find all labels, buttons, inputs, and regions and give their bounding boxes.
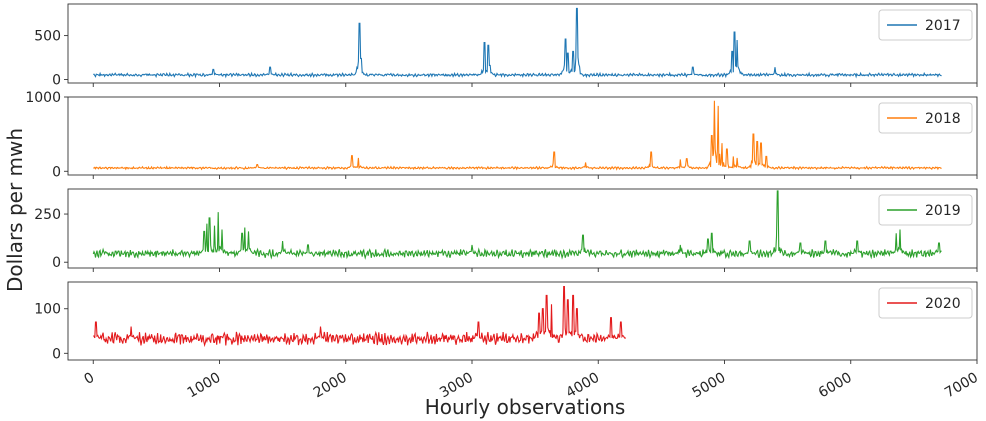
legend-label: 2018 — [925, 111, 961, 127]
series-line-2018 — [93, 100, 942, 171]
x-tick-label: 5000 — [690, 370, 729, 402]
series-line-2020 — [93, 285, 627, 348]
y-tick-label: 250 — [34, 207, 61, 223]
y-tick-label: 0 — [52, 72, 61, 88]
y-axis-label: Dollars per mwh — [3, 128, 27, 292]
x-tick-label: 2000 — [311, 370, 350, 402]
x-tick-label: 0 — [82, 370, 98, 388]
series-line-2017 — [93, 7, 942, 79]
x-tick-label: 6000 — [816, 370, 855, 402]
legend-label: 2017 — [925, 18, 961, 34]
y-tick-label: 500 — [34, 29, 61, 45]
y-tick-label: 100 — [34, 302, 61, 318]
series-line-2019 — [92, 190, 942, 260]
axes-frame-2019 — [67, 188, 978, 269]
legend-label: 2020 — [925, 296, 961, 312]
legend-box — [878, 287, 973, 319]
y-tick-label: 0 — [52, 164, 61, 180]
legend-box — [878, 102, 973, 134]
legend-label: 2019 — [925, 203, 961, 219]
y-tick-label: 1000 — [25, 90, 61, 106]
x-tick-label: 1000 — [185, 370, 224, 402]
legend-box — [878, 194, 973, 226]
axes-frame-2017 — [67, 3, 978, 84]
x-axis-label: Hourly observations — [425, 395, 626, 419]
panel-2017: 0 500 2017 — [34, 3, 978, 88]
axes-frame-2018 — [67, 96, 978, 176]
panel-2019: 0 250 2019 — [34, 188, 978, 272]
legend-box — [878, 9, 973, 41]
axes-frame-2020 — [67, 281, 978, 361]
x-tick-label: 7000 — [942, 370, 981, 402]
y-tick-label: 0 — [52, 346, 61, 362]
y-tick-label: 0 — [52, 255, 61, 271]
panel-2018: 0 1000 2018 — [25, 90, 978, 180]
